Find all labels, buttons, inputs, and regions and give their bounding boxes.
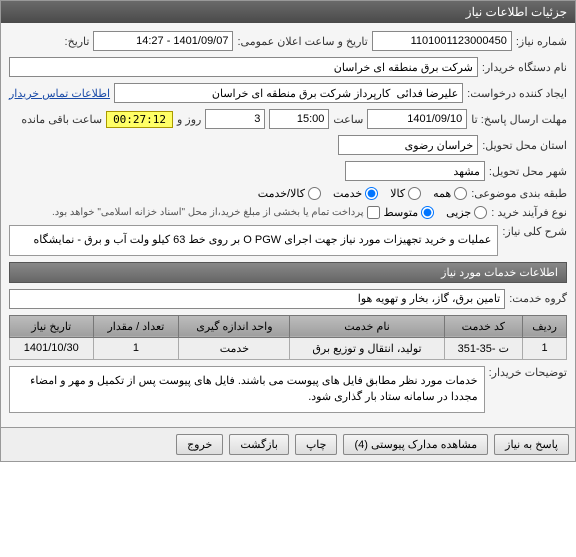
cell-date: 1401/10/30 (10, 337, 94, 359)
process-medium-radio[interactable] (421, 206, 434, 219)
row-creator: ایجاد کننده درخواست: اطلاعات تماس خریدار (9, 83, 567, 103)
respond-button[interactable]: پاسخ به نیاز (494, 434, 569, 455)
process-minor-text: جزیی (446, 206, 471, 219)
date-label: تاریخ: (65, 35, 90, 48)
remain-label: ساعت باقی مانده (21, 113, 102, 126)
process-minor-option[interactable]: جزیی (446, 206, 487, 219)
announce-input[interactable] (93, 31, 233, 51)
class-service-radio[interactable] (365, 187, 378, 200)
th-code: کد خدمت (444, 315, 523, 337)
th-date: تاریخ نیاز (10, 315, 94, 337)
group-input[interactable] (9, 289, 505, 309)
class-all-option[interactable]: همه (433, 187, 467, 200)
cell-code: ت -35-351 (444, 337, 523, 359)
th-qty: تعداد / مقدار (93, 315, 179, 337)
class-goods-option[interactable]: کالا (390, 187, 421, 200)
row-city: شهر محل تحویل: (9, 161, 567, 181)
day-label: روز و (177, 113, 201, 126)
back-button[interactable]: بازگشت (229, 434, 289, 455)
need-no-label: شماره نیاز: (516, 35, 567, 48)
class-goods-radio[interactable] (408, 187, 421, 200)
creator-label: ایجاد کننده درخواست: (467, 87, 567, 100)
summary-box: عملیات و خرید تجهیزات مورد نیاز جهت اجرا… (9, 225, 498, 256)
buyer-notes-box: خدمات مورد نظر مطابق فایل های پیوست می ب… (9, 366, 485, 413)
announce-label: تاریخ و ساعت اعلان عمومی: (237, 35, 367, 48)
table-body: 1 ت -35-351 تولید، انتقال و توزیع برق خد… (10, 337, 567, 359)
window-title: جزئیات اطلاعات نیاز (466, 5, 567, 19)
buyer-notes-label: توضیحات خریدار: (489, 366, 567, 379)
services-section-header: اطلاعات خدمات مورد نیاز (9, 262, 567, 283)
pay-note-option[interactable]: پرداخت تمام یا بخشی از مبلغ خرید،از محل … (52, 206, 380, 219)
cell-qty: 1 (93, 337, 179, 359)
need-no-input[interactable] (372, 31, 512, 51)
row-province: استان محل تحویل: (9, 135, 567, 155)
hour-label: ساعت (333, 113, 363, 126)
class-both-option[interactable]: کالا/خدمت (258, 187, 321, 200)
details-window: جزئیات اطلاعات نیاز شماره نیاز: تاریخ و … (0, 0, 576, 462)
process-radio-group: جزیی متوسط (384, 206, 488, 219)
cell-name: تولید، انتقال و توزیع برق (290, 337, 444, 359)
row-summary: شرح کلی نیاز: عملیات و خرید تجهیزات مورد… (9, 225, 567, 256)
province-input[interactable] (338, 135, 478, 155)
footer-buttons: پاسخ به نیاز مشاهده مدارک پیوستی (4) چاپ… (1, 427, 575, 461)
deadline-hour-input[interactable] (269, 109, 329, 129)
class-all-radio[interactable] (454, 187, 467, 200)
row-group: گروه خدمت: (9, 289, 567, 309)
class-label: طبقه بندی موضوعی: (471, 187, 567, 200)
class-both-radio[interactable] (308, 187, 321, 200)
row-buyer-notes: توضیحات خریدار: خدمات مورد نظر مطابق فای… (9, 366, 567, 413)
attachments-button[interactable]: مشاهده مدارک پیوستی (4) (343, 434, 488, 455)
deadline-date-input[interactable] (367, 109, 467, 129)
table-header-row: ردیف کد خدمت نام خدمت واحد اندازه گیری ت… (10, 315, 567, 337)
class-all-text: همه (433, 187, 451, 200)
cell-unit: خدمت (179, 337, 290, 359)
summary-label: شرح کلی نیاز: (502, 225, 567, 238)
form-content: شماره نیاز: تاریخ و ساعت اعلان عمومی: تا… (1, 23, 575, 427)
countdown-timer: 00:27:12 (106, 111, 173, 128)
th-row: ردیف (523, 315, 567, 337)
window-titlebar: جزئیات اطلاعات نیاز (1, 1, 575, 23)
services-table: ردیف کد خدمت نام خدمت واحد اندازه گیری ت… (9, 315, 567, 360)
process-medium-option[interactable]: متوسط (384, 206, 435, 219)
device-input[interactable] (9, 57, 478, 77)
pay-note-text: پرداخت تمام یا بخشی از مبلغ خرید،از محل … (52, 207, 364, 218)
creator-input[interactable] (114, 83, 463, 103)
process-minor-radio[interactable] (474, 206, 487, 219)
contact-link[interactable]: اطلاعات تماس خریدار (9, 87, 110, 100)
table-head: ردیف کد خدمت نام خدمت واحد اندازه گیری ت… (10, 315, 567, 337)
row-process: نوع فرآیند خرید : جزیی متوسط پرداخت تمام… (9, 206, 567, 219)
device-label: نام دستگاه خریدار: (482, 61, 567, 74)
row-classification: طبقه بندی موضوعی: همه کالا خدمت کالا/خدم… (9, 187, 567, 200)
group-label: گروه خدمت: (509, 292, 567, 305)
city-label: شهر محل تحویل: (489, 165, 567, 178)
cell-row: 1 (523, 337, 567, 359)
row-device: نام دستگاه خریدار: (9, 57, 567, 77)
row-need-no: شماره نیاز: تاریخ و ساعت اعلان عمومی: تا… (9, 31, 567, 51)
class-both-text: کالا/خدمت (258, 187, 305, 200)
pay-note-checkbox[interactable] (367, 206, 380, 219)
days-left-input[interactable] (205, 109, 265, 129)
th-name: نام خدمت (290, 315, 444, 337)
class-goods-text: کالا (390, 187, 405, 200)
row-deadline: مهلت ارسال پاسخ: تا ساعت روز و 00:27:12 … (9, 109, 567, 129)
table-row[interactable]: 1 ت -35-351 تولید، انتقال و توزیع برق خد… (10, 337, 567, 359)
class-radio-group: همه کالا خدمت کالا/خدمت (258, 187, 467, 200)
deadline-label: مهلت ارسال پاسخ: تا (471, 113, 567, 126)
province-label: استان محل تحویل: (482, 139, 567, 152)
th-unit: واحد اندازه گیری (179, 315, 290, 337)
process-label: نوع فرآیند خرید : (491, 206, 567, 219)
exit-button[interactable]: خروج (176, 434, 223, 455)
process-medium-text: متوسط (384, 206, 419, 219)
class-service-text: خدمت (333, 187, 362, 200)
class-service-option[interactable]: خدمت (333, 187, 378, 200)
city-input[interactable] (345, 161, 485, 181)
print-button[interactable]: چاپ (295, 434, 338, 455)
